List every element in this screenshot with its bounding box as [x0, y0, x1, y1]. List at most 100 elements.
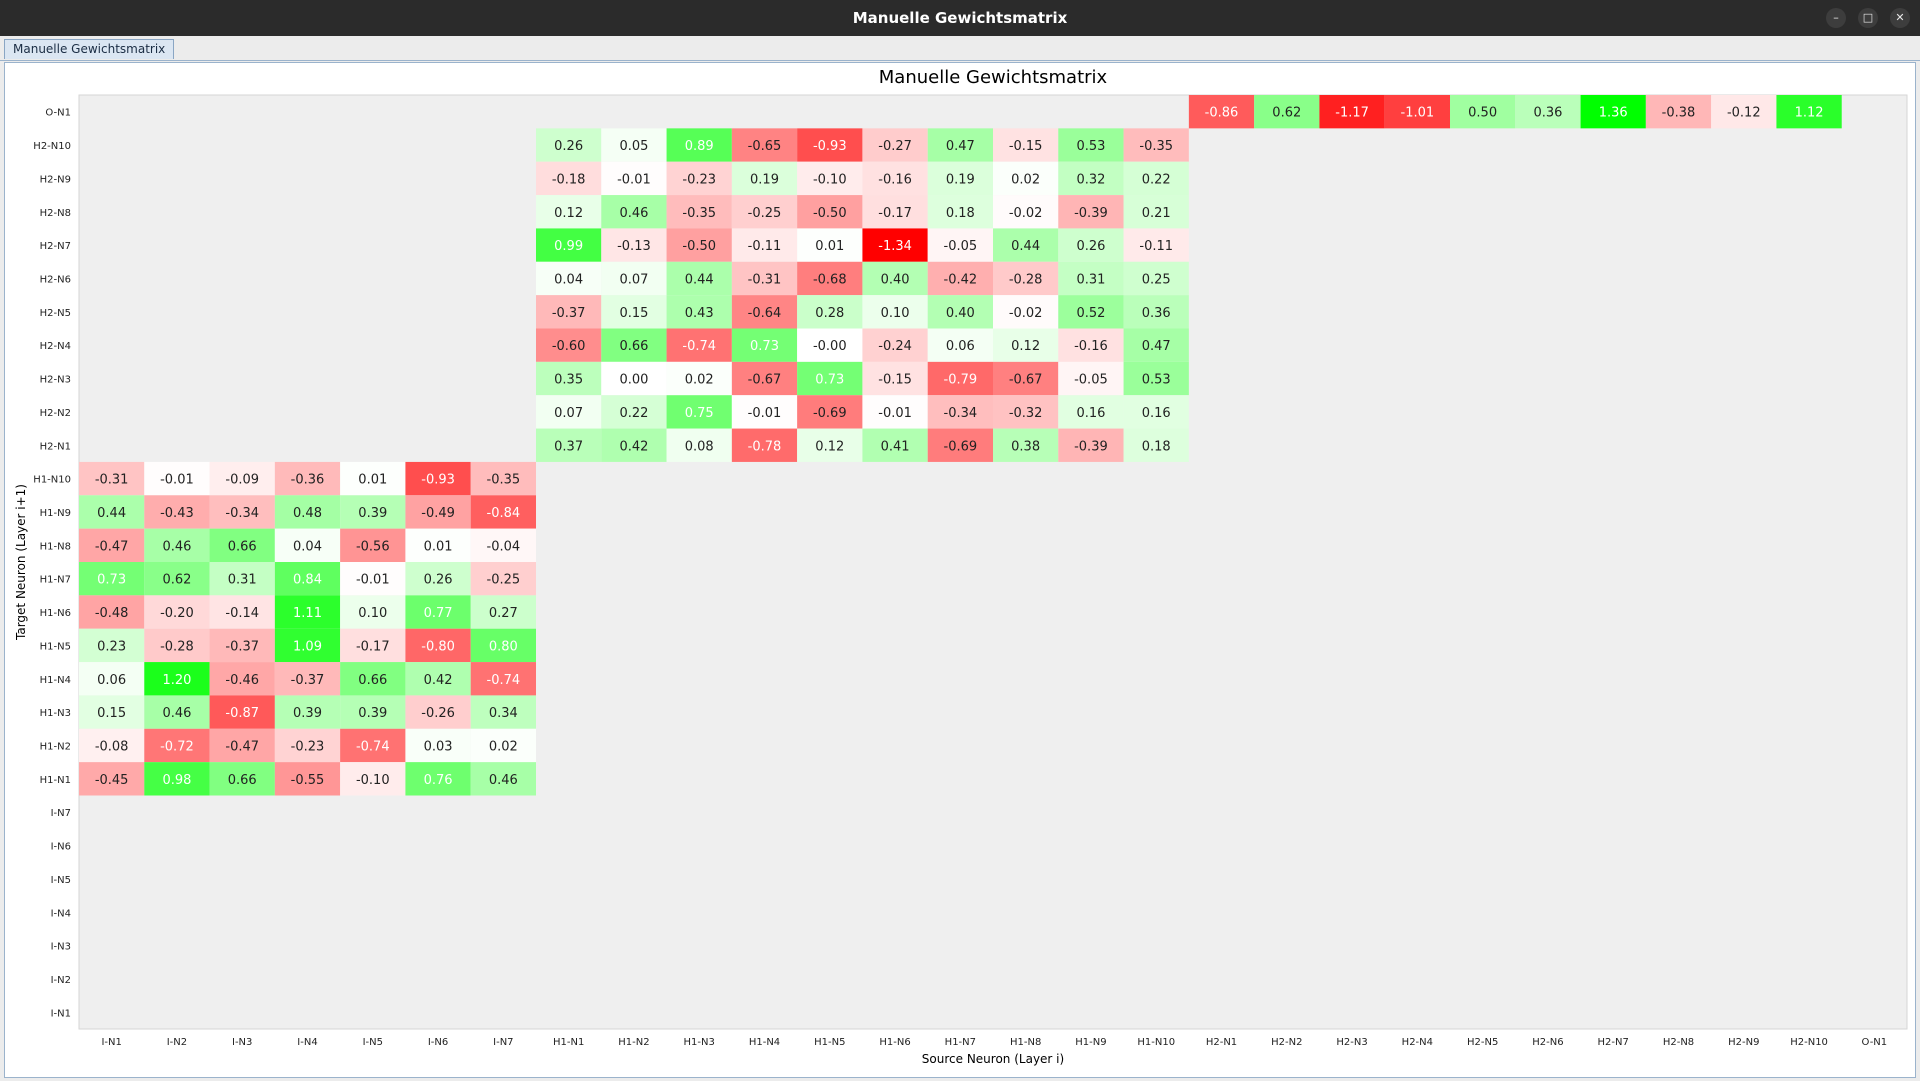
cell-value-label: 0.46	[162, 706, 191, 721]
cell-value-label: 0.15	[97, 706, 126, 721]
heatmap-cell	[927, 128, 993, 162]
cell-value-label: -0.39	[1074, 206, 1108, 221]
cell-value-label: -0.79	[944, 373, 978, 388]
heatmap-cell	[209, 495, 275, 529]
cell-value-label: 0.19	[946, 172, 975, 187]
cell-value-label: -0.26	[421, 706, 455, 721]
heatmap-cell	[927, 228, 993, 262]
heatmap-cell	[405, 562, 471, 596]
heatmap-cell	[470, 595, 536, 629]
cell-value-label: -0.74	[356, 739, 390, 754]
x-tick-label: I-N3	[232, 1037, 252, 1048]
heatmap-cell	[536, 161, 602, 196]
x-tick-label: H2-N5	[1467, 1037, 1498, 1048]
weight-matrix-heatmap: Manuelle Gewichtsmatrix -0.86 0.62 -1.17 -1.…	[14, 67, 1908, 1066]
heatmap-cell	[993, 228, 1059, 262]
heatmap-cell	[601, 328, 667, 362]
heatmap-cell	[731, 261, 798, 296]
cell-value-label: -0.25	[748, 206, 782, 221]
heatmap-cell	[601, 261, 667, 296]
heatmap-cell	[927, 428, 993, 462]
chart-title: Manuelle Gewichtsmatrix	[879, 67, 1108, 88]
y-tick-label: H2-N8	[40, 208, 71, 219]
heatmap-cell	[144, 695, 210, 729]
heatmap-cell	[340, 461, 406, 496]
heatmap-cell	[405, 762, 471, 796]
heatmap-cell	[470, 461, 536, 496]
cell-value-label: 0.47	[1142, 339, 1171, 354]
cell-value-label: -0.37	[552, 306, 586, 321]
heatmap-cell	[1123, 395, 1189, 429]
heatmap-cell	[601, 195, 667, 229]
cell-value-label: -0.10	[813, 172, 847, 187]
cell-value-label: 0.27	[489, 606, 518, 621]
y-tick-label: H2-N9	[40, 174, 71, 185]
cell-value-label: 0.89	[685, 139, 714, 154]
x-tick-label: I-N6	[428, 1037, 448, 1048]
heatmap-cell	[927, 395, 993, 429]
cell-value-label: 0.07	[619, 272, 648, 287]
heatmap-cell	[1188, 95, 1255, 129]
maximize-icon[interactable]: □	[1858, 8, 1878, 28]
heatmap-cell	[405, 695, 471, 729]
y-tick-label: I-N7	[51, 808, 71, 819]
cell-value-label: -0.93	[813, 139, 847, 154]
cell-value-label: -0.02	[1009, 206, 1043, 221]
cell-value-label: -1.34	[878, 239, 912, 254]
y-tick-label: I-N5	[51, 875, 71, 886]
cell-value-label: -1.17	[1335, 106, 1369, 121]
heatmap-cell	[209, 662, 275, 696]
cell-value-label: -0.01	[748, 406, 782, 421]
y-tick-label: H2-N1	[40, 441, 71, 452]
heatmap-cell	[666, 361, 732, 396]
y-tick-label: H1-N9	[40, 508, 71, 519]
cell-value-label: -0.86	[1205, 106, 1239, 121]
heatmap-cell	[340, 562, 406, 596]
cell-value-label: -0.84	[487, 506, 521, 521]
cell-value-label: -0.01	[617, 172, 651, 187]
heatmap-cell	[470, 662, 536, 696]
cell-value-label: -0.50	[682, 239, 716, 254]
cell-value-label: 0.25	[1142, 272, 1171, 287]
heatmap-cell	[144, 562, 210, 596]
y-tick-label: H2-N5	[40, 308, 71, 319]
heatmap-cell	[731, 361, 798, 396]
cell-value-label: -0.05	[1074, 373, 1108, 388]
cell-value-label: -0.23	[291, 739, 325, 754]
heatmap-cell	[536, 261, 602, 296]
x-tick-label: H1-N4	[749, 1037, 780, 1048]
heatmap-cell	[79, 662, 145, 696]
cell-value-label: -0.46	[225, 673, 259, 688]
heatmap-cell	[209, 562, 275, 596]
heatmap-cell	[209, 528, 275, 562]
cell-value-label: 0.22	[619, 406, 648, 421]
minimize-icon[interactable]: –	[1826, 8, 1846, 28]
cell-value-label: -0.39	[1074, 439, 1108, 454]
cell-value-label: 0.26	[1076, 239, 1105, 254]
cell-value-label: 0.12	[554, 206, 583, 221]
cell-value-label: 0.16	[1142, 406, 1171, 421]
cell-value-label: 0.04	[554, 272, 583, 287]
cell-value-label: -0.09	[225, 473, 259, 488]
heatmap-cell	[536, 295, 602, 329]
cell-value-label: 0.15	[619, 306, 648, 321]
x-tick-label: I-N2	[167, 1037, 187, 1048]
cell-value-label: 0.38	[1011, 439, 1040, 454]
cell-value-label: -0.69	[944, 439, 978, 454]
heatmap-cell	[862, 195, 928, 229]
cell-value-label: 1.12	[1795, 106, 1824, 121]
cell-value-label: -0.28	[1009, 272, 1043, 287]
heatmap-cell	[601, 128, 667, 162]
cell-value-label: 0.42	[619, 439, 648, 454]
heatmap-cell	[340, 762, 406, 796]
close-icon[interactable]: ✕	[1890, 8, 1910, 28]
cell-value-label: -0.01	[878, 406, 912, 421]
x-tick-label: H1-N2	[618, 1037, 649, 1048]
tab-gewichtsmatrix[interactable]: Manuelle Gewichtsmatrix	[4, 39, 175, 59]
heatmap-cell	[666, 295, 732, 329]
heatmap-cell	[1711, 95, 1777, 129]
heatmap-cell	[601, 428, 667, 462]
cell-value-label: -0.02	[1009, 306, 1043, 321]
x-tick-label: H1-N8	[1010, 1037, 1041, 1048]
cell-value-label: 0.66	[228, 773, 257, 788]
